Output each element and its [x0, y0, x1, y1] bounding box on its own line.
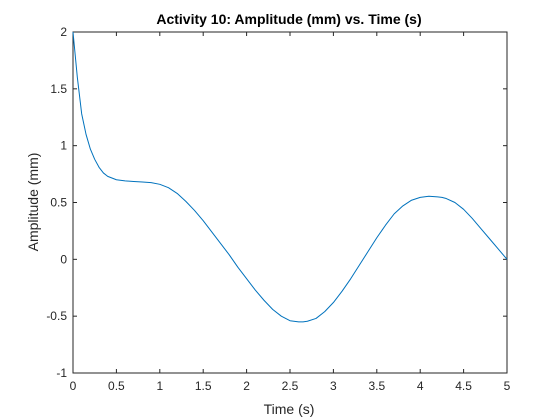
x-tick-label: 0.5: [108, 379, 125, 393]
x-tick-label: 2: [243, 379, 250, 393]
y-tick-label: 0: [60, 252, 67, 266]
x-axis-label: Time (s): [264, 401, 315, 417]
y-axis-ticks: -1 -0.5 0 0.5 1 1.5 2: [46, 25, 507, 380]
x-tick-label: 3: [330, 379, 337, 393]
y-tick-label: 2: [60, 25, 67, 39]
y-axis-label: Amplitude (mm): [25, 153, 41, 252]
x-tick-label: 1.5: [195, 379, 212, 393]
x-axis-ticks: 0 0.5 1 1.5 2 2.5 3 3.5 4 4.5 5: [70, 32, 511, 393]
x-tick-label: 5: [504, 379, 511, 393]
y-tick-label: 1.5: [50, 82, 67, 96]
x-tick-label: 3.5: [368, 379, 385, 393]
y-tick-label: 0.5: [50, 196, 67, 210]
x-tick-label: 4: [417, 379, 424, 393]
x-tick-label: 0: [70, 379, 77, 393]
x-tick-label: 1: [156, 379, 163, 393]
y-tick-label: 1: [60, 139, 67, 153]
series-line: [72, 31, 508, 323]
y-tick-label: -0.5: [46, 309, 67, 323]
x-tick-label: 4.5: [455, 379, 472, 393]
chart-title: Activity 10: Amplitude (mm) vs. Time (s): [156, 11, 421, 27]
series-group: [72, 31, 508, 323]
x-tick-label: 2.5: [282, 379, 299, 393]
y-tick-label: -1: [56, 366, 67, 380]
plot-area: 0 0.5 1 1.5 2 2.5 3 3.5 4 4.5 5 -1 -0.5 0 0.5 1 1.5 2: [46, 25, 510, 393]
